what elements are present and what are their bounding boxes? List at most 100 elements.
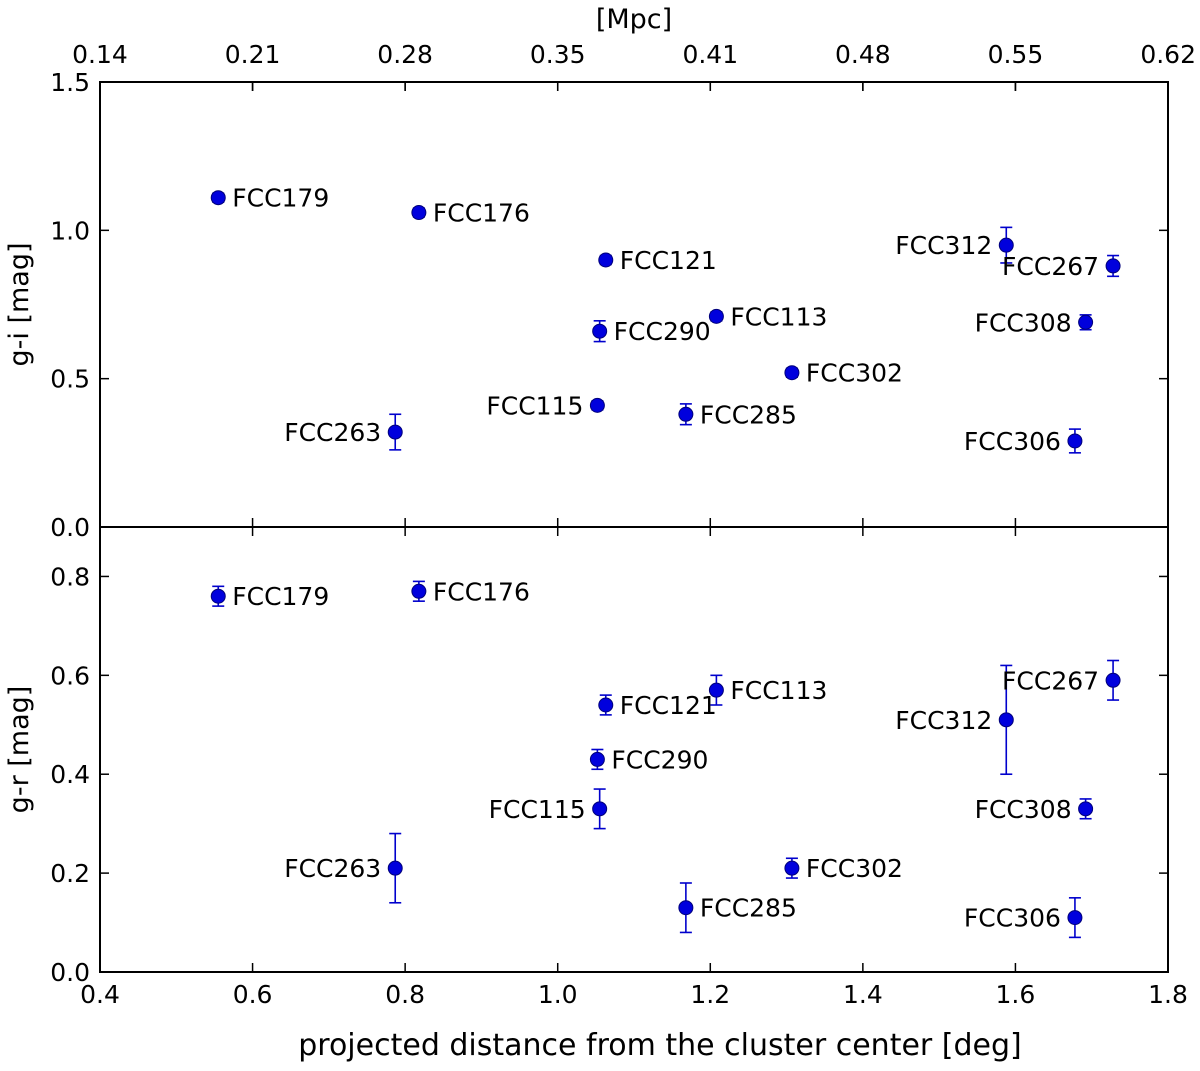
point-marker	[411, 205, 427, 221]
point-marker	[784, 365, 800, 381]
point-label: FCC290	[614, 317, 711, 346]
point-marker	[589, 397, 605, 413]
y-tick-label: 0.4	[50, 760, 90, 789]
data-point: FCC267	[1002, 252, 1121, 281]
point-marker	[387, 860, 403, 876]
point-label: FCC179	[232, 184, 329, 213]
y-tick-label: 0.8	[50, 562, 90, 591]
point-marker	[411, 583, 427, 599]
point-marker	[998, 712, 1014, 728]
x-tick-label: 1.6	[996, 980, 1036, 1009]
data-point: FCC290	[592, 317, 711, 346]
data-point: FCC179	[210, 582, 329, 611]
top-x-tick-label: 0.41	[682, 40, 738, 69]
data-point: FCC290	[589, 745, 708, 774]
top-x-tick-label: 0.28	[377, 40, 433, 69]
data-point: FCC306	[964, 427, 1083, 456]
y-tick-label: 0.5	[50, 365, 90, 394]
point-label: FCC267	[1002, 666, 1099, 695]
point-label: FCC285	[700, 894, 797, 923]
data-point: FCC115	[489, 788, 608, 830]
point-label: FCC306	[964, 904, 1061, 933]
point-marker	[387, 424, 403, 440]
data-point: FCC308	[975, 308, 1094, 337]
point-marker	[678, 900, 694, 916]
point-label: FCC115	[486, 391, 583, 420]
plot-frame	[99, 81, 1169, 528]
x-tick-label: 1.2	[690, 980, 730, 1009]
point-marker	[998, 237, 1014, 253]
x-tick-label: 0.8	[385, 980, 425, 1009]
top-axis: 0.14 0.21 0.28 0.35 0.41 0.48 0.55 0.62	[72, 40, 1196, 91]
top-x-tick-label: 0.48	[835, 40, 891, 69]
point-marker	[1078, 801, 1094, 817]
point-marker	[592, 801, 608, 817]
point-label: FCC285	[700, 400, 797, 429]
top-x-tick-label: 0.21	[225, 40, 281, 69]
point-label: FCC312	[895, 706, 992, 735]
x-tick-label: 1.0	[538, 980, 578, 1009]
data-point: FCC312	[895, 664, 1014, 776]
point-label: FCC308	[975, 308, 1072, 337]
y-axis-label: g-i [mag]	[4, 242, 35, 366]
point-marker	[1105, 258, 1121, 274]
data-point: FCC302	[784, 359, 903, 388]
x-tick-label: 0.6	[233, 980, 273, 1009]
point-label: FCC302	[806, 359, 903, 388]
point-marker	[678, 406, 694, 422]
point-marker	[1067, 910, 1083, 926]
point-label: FCC176	[433, 199, 530, 228]
y-tick-label: 1.0	[50, 216, 90, 245]
data-point: FCC113	[708, 302, 827, 331]
point-label: FCC306	[964, 427, 1061, 456]
point-marker	[708, 682, 724, 698]
x-tick-label: 1.8	[1148, 980, 1188, 1009]
point-marker	[598, 697, 614, 713]
point-marker	[589, 751, 605, 767]
point-label: FCC176	[433, 577, 530, 606]
point-marker	[784, 860, 800, 876]
point-label: FCC312	[895, 231, 992, 260]
data-point: FCC312	[895, 226, 1014, 264]
top-x-tick-label: 0.62	[1140, 40, 1196, 69]
panel-g-r: 0.0 0.2 0.4 0.6 0.8 g-r [mag] FCC179 FCC176 FCC1…	[4, 526, 1169, 987]
y-axis-label: g-r [mag]	[4, 686, 35, 814]
data-point: FCC267	[1002, 659, 1121, 701]
data-point: FCC179	[210, 184, 329, 213]
data-point: FCC113	[708, 674, 827, 706]
data-point: FCC176	[411, 577, 530, 606]
data-point: FCC121	[598, 246, 717, 275]
data-point: FCC285	[678, 882, 797, 934]
data-point: FCC306	[964, 897, 1083, 939]
point-label: FCC267	[1002, 252, 1099, 281]
point-label: FCC115	[489, 795, 586, 824]
point-label: FCC121	[620, 246, 717, 275]
point-label: FCC113	[730, 676, 827, 705]
data-point: FCC115	[486, 391, 605, 420]
point-label: FCC179	[232, 582, 329, 611]
panel-g-i: 0.0 0.5 1.0 1.5 g-i [mag] FCC179 FCC176 FCC121 F…	[4, 68, 1169, 542]
plot-frame	[99, 526, 1169, 973]
top-x-tick-label: 0.14	[72, 40, 128, 69]
top-x-tick-label: 0.35	[530, 40, 586, 69]
point-label: FCC308	[975, 795, 1072, 824]
data-point: FCC176	[411, 199, 530, 228]
point-label: FCC113	[730, 302, 827, 331]
bottom-axis: 0.4 0.6 0.8 1.0 1.2 1.4 1.6 1.8	[80, 980, 1188, 1009]
x-tick-label: 1.4	[843, 980, 883, 1009]
point-marker	[592, 323, 608, 339]
point-marker	[1067, 433, 1083, 449]
top-axis-label: [Mpc]	[596, 4, 672, 35]
x-axis-label: projected distance from the cluster cent…	[298, 1028, 1022, 1063]
y-tick-label: 0.2	[50, 859, 90, 888]
y-tick-label: 1.5	[50, 68, 90, 97]
point-label: FCC263	[284, 854, 381, 883]
point-marker	[598, 252, 614, 268]
data-point: FCC302	[784, 854, 903, 883]
y-tick-label: 0.0	[50, 958, 90, 987]
y-tick-label: 0.0	[50, 513, 90, 542]
data-point: FCC308	[975, 795, 1094, 824]
point-label: FCC121	[620, 691, 717, 720]
point-marker	[708, 308, 724, 324]
